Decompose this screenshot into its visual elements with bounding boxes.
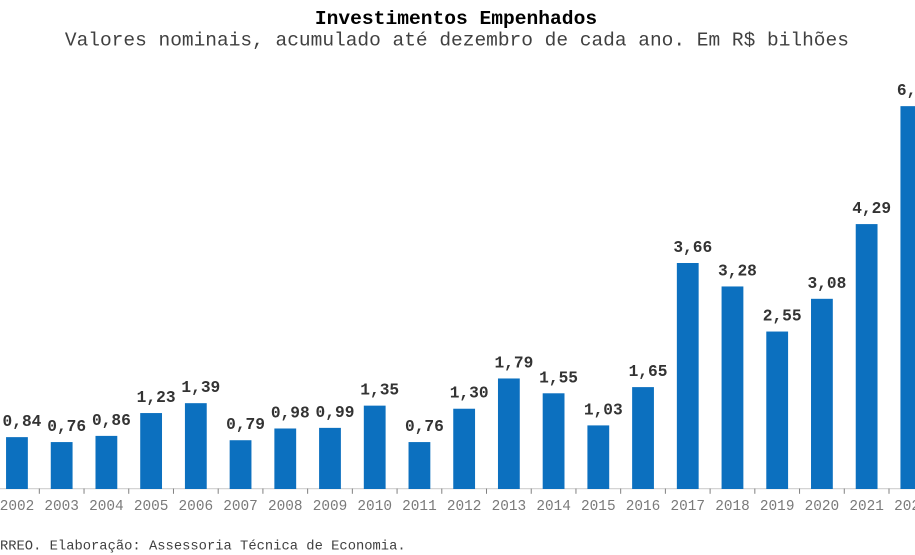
svg-text:2019: 2019 (760, 499, 795, 515)
svg-text:2020: 2020 (805, 499, 840, 515)
svg-text:0,98: 0,98 (271, 404, 310, 422)
svg-text:Investimentos Empenhados: Investimentos Empenhados (315, 8, 597, 30)
svg-text:0,86: 0,86 (92, 412, 131, 430)
svg-text:0,79: 0,79 (226, 416, 265, 434)
svg-text:1,23: 1,23 (137, 389, 176, 407)
svg-text:2007: 2007 (223, 499, 258, 515)
svg-text:2017: 2017 (670, 499, 705, 515)
svg-text:1,39: 1,39 (181, 379, 220, 397)
svg-text:1,65: 1,65 (629, 363, 668, 381)
svg-text:2006: 2006 (179, 499, 214, 515)
svg-text:1,79: 1,79 (494, 354, 533, 372)
svg-text:2011: 2011 (402, 499, 437, 515)
svg-text:2018: 2018 (715, 499, 750, 515)
svg-text:2002: 2002 (0, 499, 34, 515)
svg-text:2004: 2004 (89, 499, 124, 515)
svg-text:2012: 2012 (447, 499, 482, 515)
svg-text:2003: 2003 (44, 499, 79, 515)
svg-text:2,55: 2,55 (763, 308, 802, 326)
svg-text:0,76: 0,76 (405, 418, 444, 436)
svg-text:2009: 2009 (313, 499, 348, 515)
svg-text:2005: 2005 (134, 499, 169, 515)
svg-text:1,30: 1,30 (450, 385, 489, 403)
svg-text:2008: 2008 (268, 499, 303, 515)
svg-text:Valores nominais, acumulado at: Valores nominais, acumulado até dezembro… (65, 30, 849, 52)
svg-text:1,03: 1,03 (584, 401, 623, 419)
svg-text:0,99: 0,99 (316, 404, 355, 422)
svg-text:2014: 2014 (536, 499, 571, 515)
svg-text:2013: 2013 (492, 499, 527, 515)
svg-text:0,84: 0,84 (3, 413, 42, 431)
svg-text:2010: 2010 (357, 499, 392, 515)
svg-text:3,28: 3,28 (718, 262, 757, 280)
svg-text:2021: 2021 (849, 499, 884, 515)
svg-text:1,35: 1,35 (360, 382, 399, 400)
svg-text:1,55: 1,55 (539, 369, 578, 387)
svg-text:3,66: 3,66 (673, 239, 712, 257)
svg-text:Fonte: RREO. Elaboração: Asses: Fonte: RREO. Elaboração: Assessoria Técn… (0, 539, 406, 555)
svg-text:2015: 2015 (581, 499, 616, 515)
svg-text:0,76: 0,76 (47, 418, 86, 436)
svg-text:2016: 2016 (626, 499, 661, 515)
svg-text:2022: 2022 (894, 499, 915, 515)
svg-text:3,08: 3,08 (807, 275, 846, 293)
svg-text:6,20: 6,20 (897, 82, 915, 100)
svg-text:4,29: 4,29 (852, 200, 891, 218)
